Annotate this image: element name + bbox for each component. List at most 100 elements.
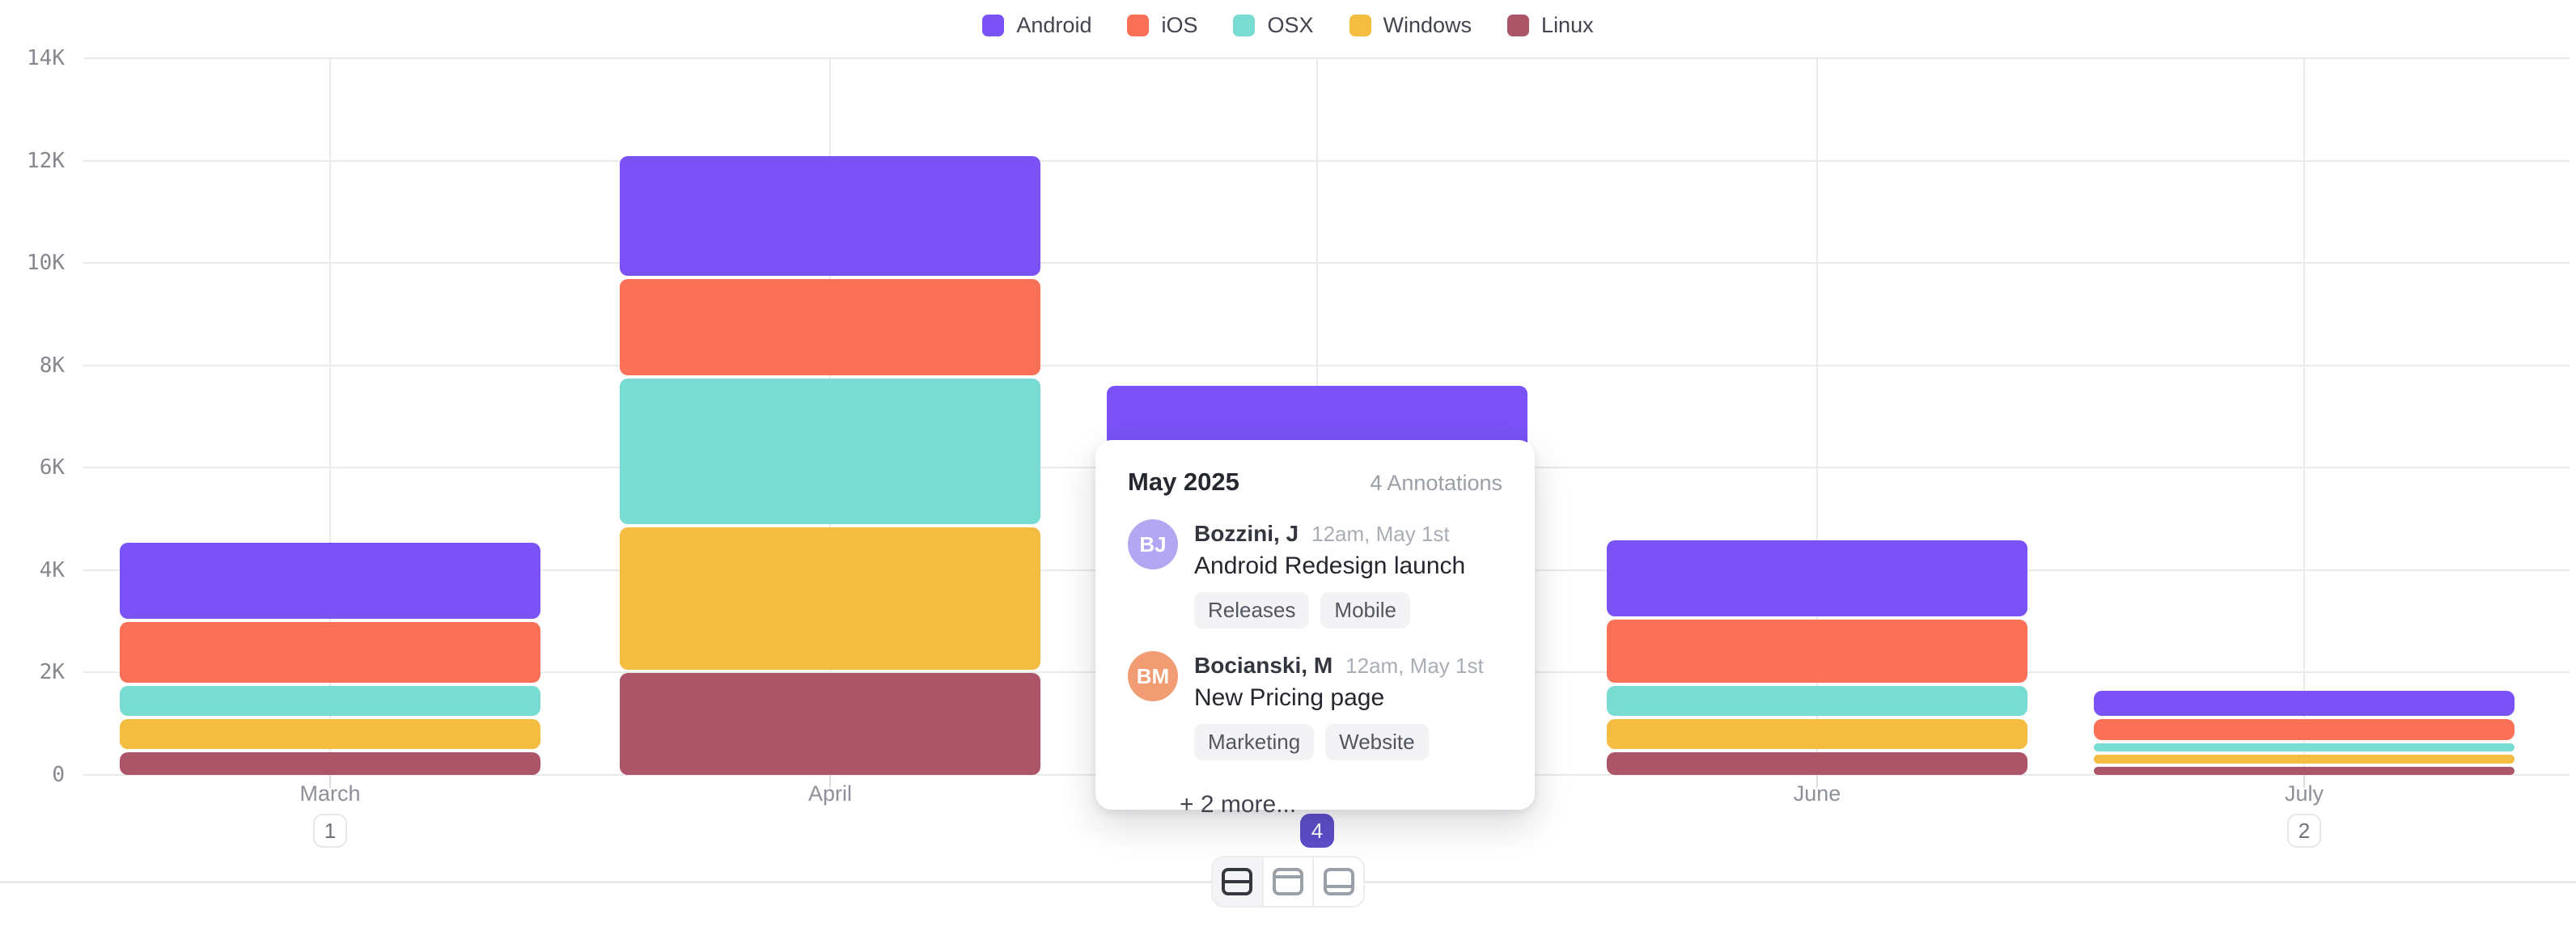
bar-segment-windows[interactable]: [1607, 719, 2027, 749]
annotation-tag-chip: Releases: [1194, 592, 1310, 628]
bar-segment-linux[interactable]: [2094, 767, 2515, 775]
legend-swatch-icon: [982, 15, 1005, 36]
bar-segment-ios[interactable]: [1607, 620, 2027, 683]
annotation-count-badge-march[interactable]: 1: [313, 814, 347, 848]
bar-segment-ios[interactable]: [620, 279, 1040, 375]
bar-column-april[interactable]: [620, 156, 1040, 775]
x-axis-label-march: March: [299, 781, 361, 806]
legend-label: Linux: [1541, 13, 1594, 37]
legend-item-osx[interactable]: OSX: [1233, 13, 1314, 38]
x-axis-tick-mark: [329, 776, 331, 788]
bar-segment-osx[interactable]: [2094, 743, 2515, 751]
annotation-entry-body: Bocianski, M 12am, May 1st New Pricing pag…: [1194, 651, 1484, 760]
annotation-text: Android Redesign launch: [1194, 552, 1466, 579]
bar-segment-android[interactable]: [1607, 540, 2027, 616]
layout-button-mid[interactable]: [1213, 857, 1264, 906]
bar-segment-ios[interactable]: [120, 622, 540, 683]
bar-column-june[interactable]: [1607, 540, 2027, 775]
y-axis-tick-label: 4K: [39, 557, 65, 582]
x-axis-label-april: April: [807, 781, 853, 806]
annotation-count-badge-may[interactable]: 4: [1300, 814, 1334, 848]
legend-item-linux[interactable]: Linux: [1507, 13, 1594, 38]
x-axis-tick-mark: [2303, 776, 2305, 788]
vertical-gridline: [2303, 58, 2305, 777]
legend-swatch-icon: [1233, 15, 1256, 36]
annotation-tag-chip: Website: [1325, 724, 1429, 760]
annotation-count-badge-july[interactable]: 2: [2287, 814, 2321, 848]
annotation-entry-header: Bozzini, J 12am, May 1st: [1194, 521, 1465, 547]
layout-button-bottom[interactable]: [1314, 857, 1363, 906]
y-axis-tick-label: 8K: [39, 353, 65, 378]
bar-segment-windows[interactable]: [620, 527, 1040, 670]
annotation-entry: BJ Bozzini, J 12am, May 1st Android Redesig…: [1128, 519, 1502, 628]
legend-item-ios[interactable]: iOS: [1127, 13, 1197, 38]
annotation-entry-body: Bozzini, J 12am, May 1st Android Redesign …: [1194, 519, 1465, 628]
y-axis-tick-label: 2K: [39, 660, 65, 685]
annotation-author: Bocianski, M: [1194, 653, 1333, 678]
tooltip-title: May 2025: [1128, 468, 1239, 496]
annotation-text: New Pricing page: [1194, 684, 1385, 711]
legend-swatch-icon: [1507, 15, 1530, 36]
bar-segment-linux[interactable]: [120, 752, 540, 775]
legend-label: Windows: [1383, 13, 1472, 37]
icon-bar: [1276, 875, 1300, 878]
layout-segmented-control: [1211, 856, 1365, 908]
bar-column-march[interactable]: [120, 543, 540, 775]
bar-segment-osx[interactable]: [620, 379, 1040, 524]
row-split-middle-icon: [1222, 868, 1253, 895]
top-panel-icon: [1273, 868, 1303, 895]
show-more-annotations-link[interactable]: + 2 more...: [1180, 791, 1297, 818]
annotation-tag-chip: Marketing: [1194, 724, 1315, 760]
vertical-gridline: [329, 58, 331, 777]
horizontal-gridline: [83, 159, 2570, 162]
tooltip-annotation-count: 4 Annotations: [1370, 471, 1502, 495]
y-axis-tick-label: 10K: [27, 251, 65, 276]
y-axis-tick-label: 6K: [39, 455, 65, 480]
annotation-tag-chip: Mobile: [1320, 592, 1410, 628]
legend-label: Android: [1016, 13, 1092, 37]
bar-segment-windows[interactable]: [2094, 755, 2515, 764]
author-avatar: BM: [1128, 651, 1178, 701]
annotation-entry: BM Bocianski, M 12am, May 1st New Pricing p…: [1128, 651, 1502, 760]
annotation-list: BJ Bozzini, J 12am, May 1st Android Redesig…: [1128, 519, 1502, 760]
layout-button-top[interactable]: [1263, 857, 1315, 906]
x-axis-label-july: July: [2284, 781, 2324, 806]
legend-swatch-icon: [1349, 15, 1371, 36]
legend-swatch-icon: [1127, 15, 1150, 36]
chart-legend: Android iOS OSX Windows Linux: [0, 13, 2576, 38]
tooltip-header: May 2025 4 Annotations: [1128, 468, 1502, 497]
annotation-author: Bozzini, J: [1194, 521, 1299, 546]
bar-segment-android[interactable]: [2094, 691, 2515, 716]
author-avatar: BJ: [1128, 519, 1178, 569]
annotation-tags: Marketing Website: [1194, 724, 1484, 760]
x-axis-tick-mark: [1816, 776, 1818, 788]
x-axis-tick-mark: [829, 776, 831, 788]
bar-segment-linux[interactable]: [1607, 752, 2027, 775]
vertical-gridline: [1816, 58, 1818, 777]
legend-label: OSX: [1267, 13, 1314, 37]
bar-segment-linux[interactable]: [620, 673, 1040, 775]
legend-item-android[interactable]: Android: [982, 13, 1091, 38]
annotation-timestamp: 12am, May 1st: [1345, 654, 1484, 678]
annotations-tooltip: May 2025 4 Annotations BJ Bozzini, J 12am,…: [1095, 440, 1535, 818]
bar-segment-osx[interactable]: [120, 686, 540, 716]
bar-segment-android[interactable]: [620, 156, 1040, 276]
legend-label: iOS: [1161, 13, 1198, 37]
horizontal-gridline: [83, 262, 2570, 265]
icon-bar: [1225, 880, 1250, 883]
bar-segment-osx[interactable]: [1607, 686, 2027, 716]
icon-bar: [1326, 885, 1351, 888]
y-axis-tick-label: 12K: [27, 148, 65, 173]
bar-segment-android[interactable]: [120, 543, 540, 619]
annotation-entry-header: Bocianski, M 12am, May 1st: [1194, 653, 1484, 679]
bar-column-july[interactable]: [2094, 691, 2515, 775]
y-axis-tick-label: 14K: [27, 46, 65, 70]
horizontal-gridline: [83, 57, 2570, 59]
bottom-panel-icon: [1323, 868, 1354, 895]
bar-segment-ios[interactable]: [2094, 719, 2515, 740]
annotation-tags: Releases Mobile: [1194, 592, 1465, 628]
bar-segment-windows[interactable]: [120, 719, 540, 749]
horizontal-gridline: [83, 364, 2570, 366]
legend-item-windows[interactable]: Windows: [1349, 13, 1472, 38]
